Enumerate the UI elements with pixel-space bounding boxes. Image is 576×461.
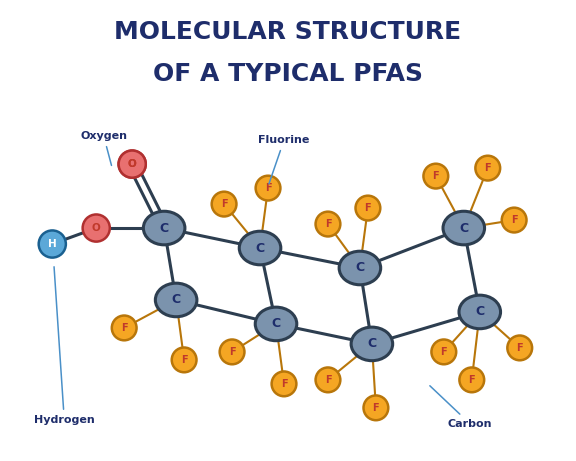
Text: F: F bbox=[221, 199, 228, 209]
Ellipse shape bbox=[239, 231, 281, 265]
Text: OF A TYPICAL PFAS: OF A TYPICAL PFAS bbox=[153, 62, 423, 86]
Text: F: F bbox=[484, 163, 491, 173]
Text: F: F bbox=[433, 171, 439, 181]
Circle shape bbox=[363, 396, 388, 420]
Text: F: F bbox=[325, 219, 331, 229]
Text: F: F bbox=[441, 347, 447, 357]
Circle shape bbox=[172, 348, 196, 372]
Text: C: C bbox=[475, 306, 484, 319]
Text: F: F bbox=[121, 323, 127, 333]
Ellipse shape bbox=[143, 211, 185, 245]
Circle shape bbox=[423, 164, 448, 189]
Text: Hydrogen: Hydrogen bbox=[34, 267, 94, 425]
Text: F: F bbox=[468, 375, 475, 385]
Circle shape bbox=[256, 176, 281, 201]
Text: Fluorine: Fluorine bbox=[258, 135, 310, 184]
Circle shape bbox=[219, 339, 244, 364]
Circle shape bbox=[475, 156, 500, 181]
Text: F: F bbox=[265, 183, 271, 193]
Circle shape bbox=[39, 230, 66, 258]
Circle shape bbox=[502, 207, 526, 232]
Circle shape bbox=[112, 315, 137, 340]
Circle shape bbox=[212, 192, 237, 217]
Text: F: F bbox=[517, 343, 523, 353]
Text: F: F bbox=[325, 375, 331, 385]
Text: C: C bbox=[256, 242, 264, 254]
Circle shape bbox=[82, 214, 110, 242]
Circle shape bbox=[316, 212, 340, 236]
Text: O: O bbox=[92, 223, 101, 233]
Circle shape bbox=[119, 151, 146, 177]
Ellipse shape bbox=[339, 251, 381, 285]
Text: MOLECULAR STRUCTURE: MOLECULAR STRUCTURE bbox=[115, 20, 461, 44]
Ellipse shape bbox=[443, 211, 484, 245]
Text: C: C bbox=[367, 337, 377, 350]
Text: C: C bbox=[459, 222, 468, 235]
Circle shape bbox=[119, 151, 146, 177]
Circle shape bbox=[460, 367, 484, 392]
Text: O: O bbox=[128, 159, 137, 169]
Text: F: F bbox=[373, 403, 379, 413]
Text: C: C bbox=[271, 318, 281, 331]
Circle shape bbox=[507, 336, 532, 361]
Circle shape bbox=[431, 339, 456, 364]
Circle shape bbox=[272, 372, 297, 396]
Text: F: F bbox=[229, 347, 236, 357]
Circle shape bbox=[316, 367, 340, 392]
Ellipse shape bbox=[459, 295, 501, 329]
Text: F: F bbox=[365, 203, 371, 213]
Text: H: H bbox=[48, 239, 56, 249]
Ellipse shape bbox=[255, 307, 297, 341]
Ellipse shape bbox=[351, 327, 393, 361]
Text: C: C bbox=[355, 261, 365, 274]
Text: Oxygen: Oxygen bbox=[80, 131, 127, 165]
Ellipse shape bbox=[156, 283, 197, 317]
Text: Carbon: Carbon bbox=[430, 386, 492, 429]
Text: C: C bbox=[172, 294, 181, 307]
Text: C: C bbox=[160, 222, 169, 235]
Text: F: F bbox=[511, 215, 517, 225]
Text: O: O bbox=[128, 159, 137, 169]
Text: F: F bbox=[181, 355, 187, 365]
Text: F: F bbox=[281, 379, 287, 389]
Circle shape bbox=[355, 195, 380, 220]
